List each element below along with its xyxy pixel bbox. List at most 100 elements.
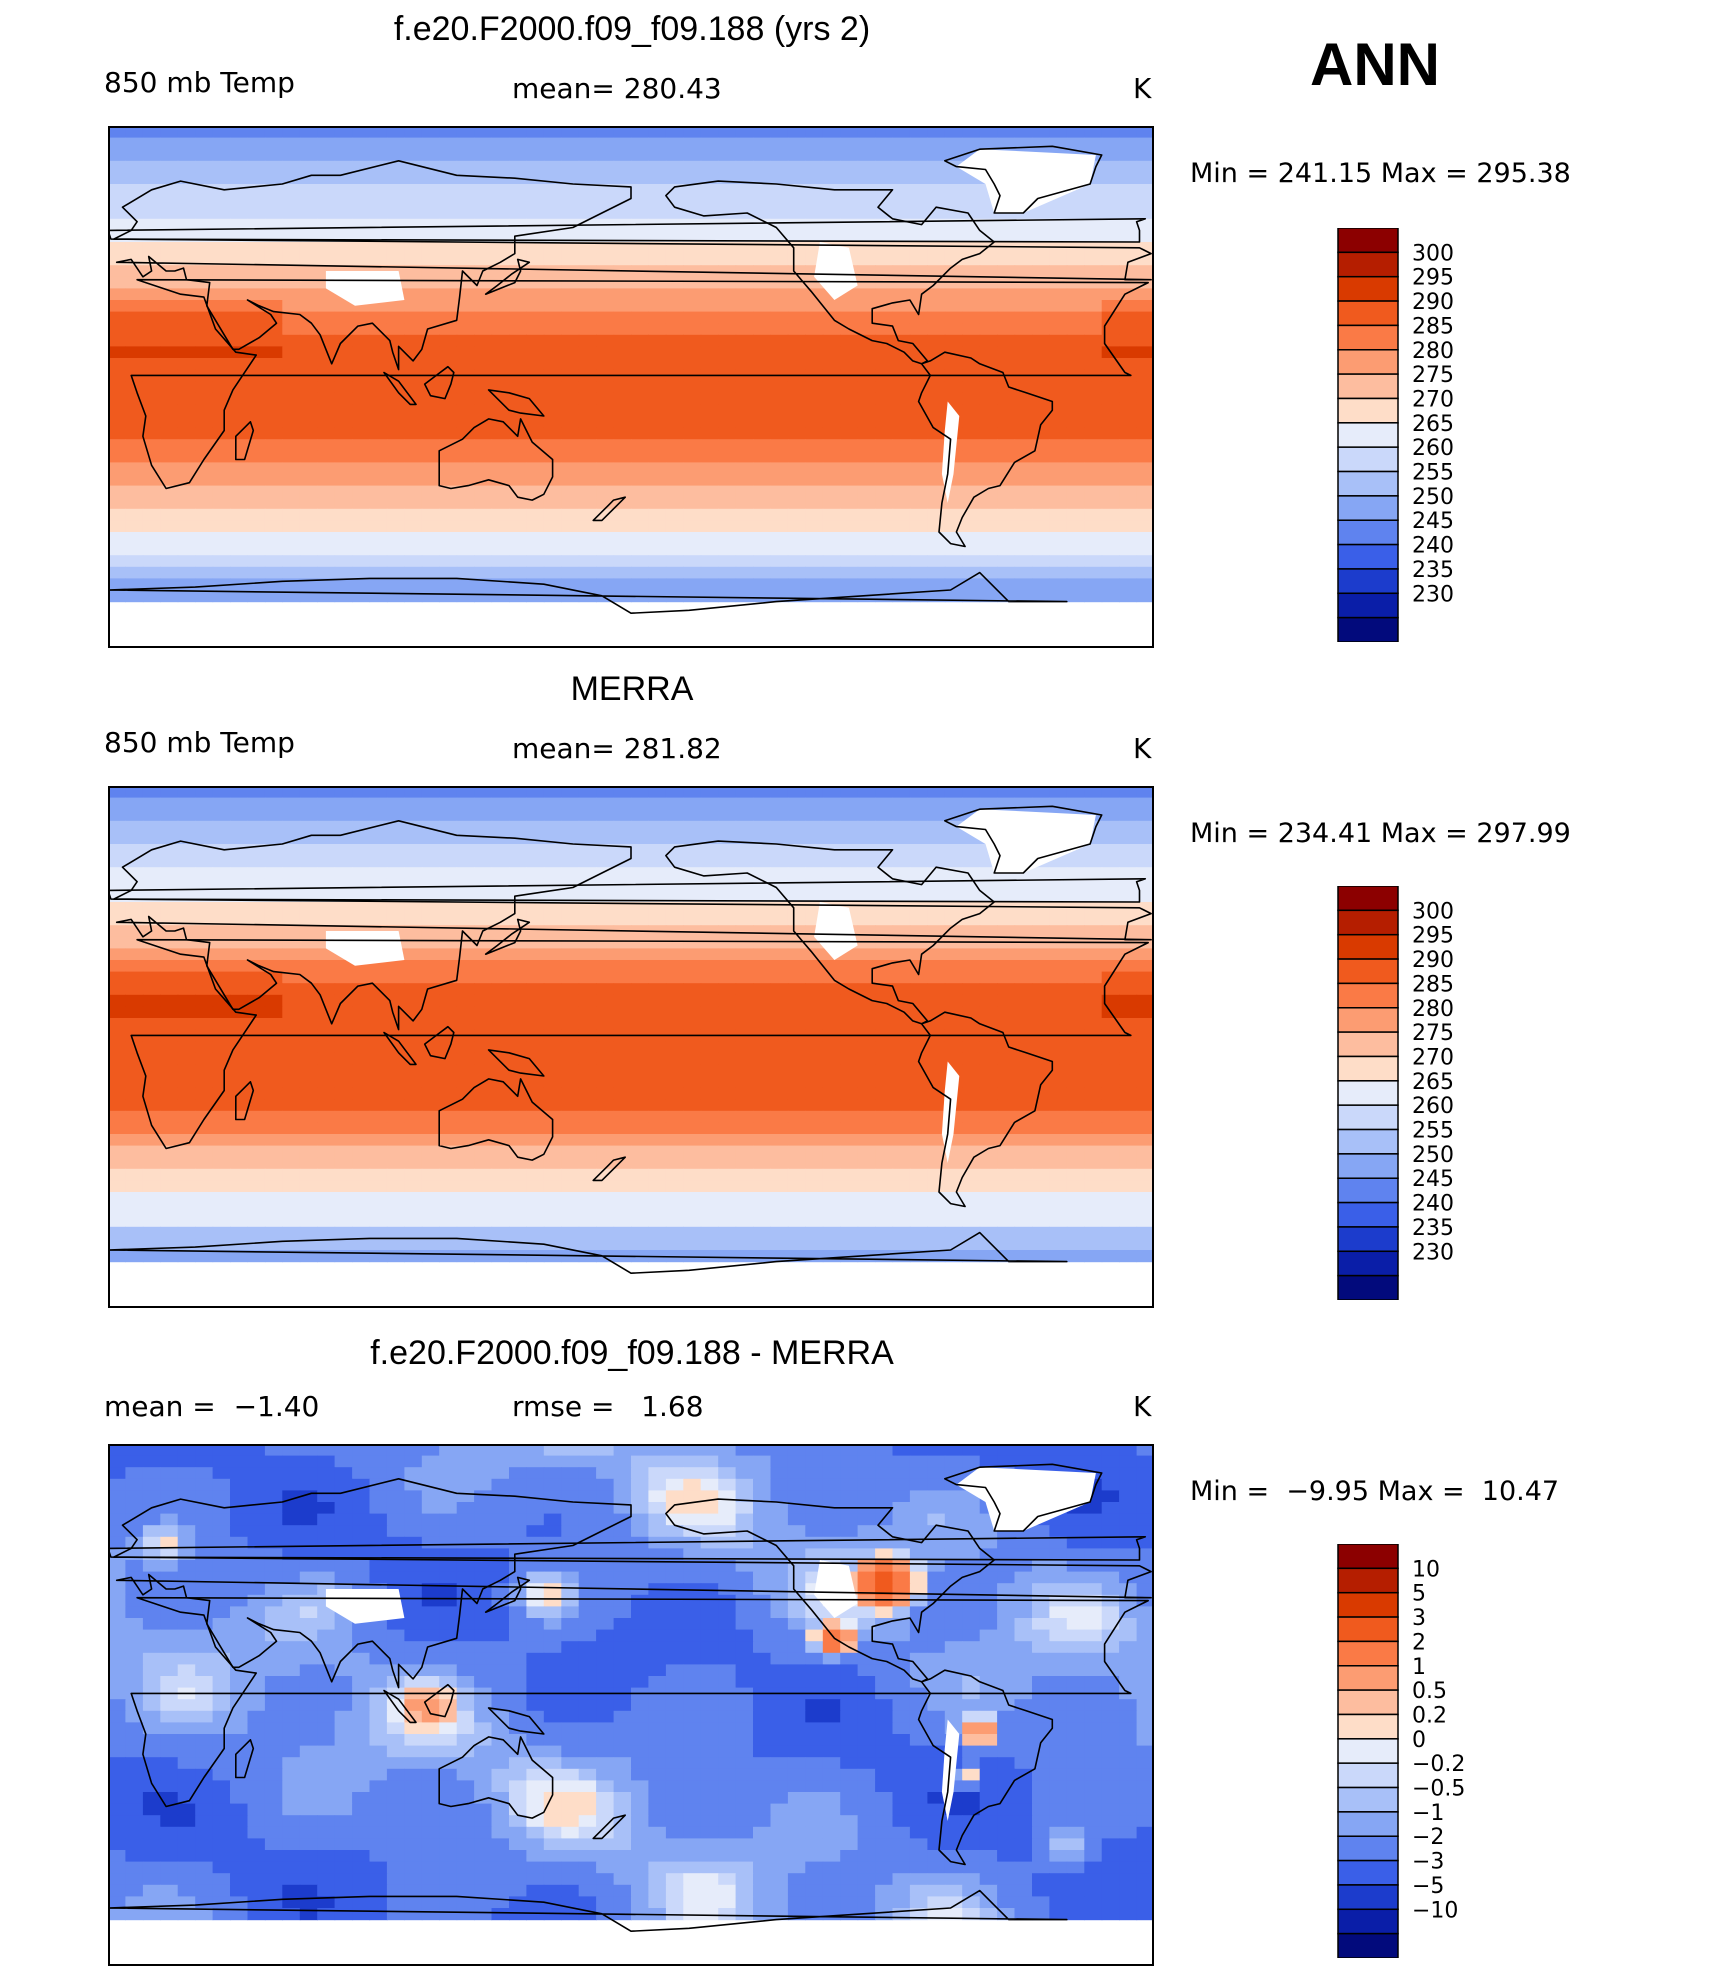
colorbar-swatch — [1338, 1130, 1398, 1154]
units-label: K — [1133, 732, 1151, 765]
minmax-label: Min = 234.41 Max = 297.99 — [1190, 818, 1571, 849]
colorbar-swatch — [1338, 1276, 1398, 1300]
panel-title: MERRA — [108, 670, 1156, 709]
colorbar-swatch — [1338, 1934, 1398, 1958]
colorbar-tick-label: 235 — [1412, 558, 1454, 583]
colorbar-swatch — [1338, 1178, 1398, 1202]
colorbar-tick-label: 270 — [1412, 387, 1454, 412]
colorbar-swatch — [1338, 1690, 1398, 1714]
units-label: K — [1133, 72, 1151, 105]
colorbar-tick-label: −0.5 — [1412, 1777, 1465, 1802]
mean-label: mean = −1.40 — [104, 1390, 319, 1423]
colorbar-tick-label: 295 — [1412, 266, 1454, 291]
colorbar-swatch — [1338, 1763, 1398, 1787]
colorbar-tick-label: 275 — [1412, 363, 1454, 388]
colorbar-tick-label: 0.5 — [1412, 1679, 1447, 1704]
colorbar-swatch — [1338, 423, 1398, 447]
colorbar-tick-label: 240 — [1412, 1192, 1454, 1217]
variable-label: 850 mb Temp — [104, 726, 295, 759]
colorbar-tick-label: 5 — [1412, 1582, 1426, 1607]
colorbar-tick-label: 250 — [1412, 485, 1454, 510]
colorbar-swatch — [1338, 1203, 1398, 1227]
colorbar-tick-label: 285 — [1412, 314, 1454, 339]
colorbar-tick-label: 2 — [1412, 1630, 1426, 1655]
colorbar-swatch — [1338, 983, 1398, 1007]
colorbar-swatch — [1338, 472, 1398, 496]
colorbar-swatch — [1338, 520, 1398, 544]
colorbar-tick-label: 265 — [1412, 412, 1454, 437]
difference-map — [108, 1444, 1154, 1966]
colorbar-swatch — [1338, 1032, 1398, 1056]
colorbar-tick-label: 245 — [1412, 509, 1454, 534]
colorbar-swatch — [1338, 1105, 1398, 1129]
minmax-label: Min = −9.95 Max = 10.47 — [1190, 1476, 1559, 1507]
colorbar-tick-label: 230 — [1412, 582, 1454, 607]
rmse-label: rmse = 1.68 — [512, 1390, 704, 1423]
colorbar-tick-label: 260 — [1412, 436, 1454, 461]
colorbar-swatch — [1338, 1861, 1398, 1885]
colorbar-swatch — [1338, 1714, 1398, 1738]
colorbar-swatch — [1338, 959, 1398, 983]
colorbar-swatch — [1338, 447, 1398, 471]
colorbar-tick-label: 250 — [1412, 1143, 1454, 1168]
colorbar-tick-label: 265 — [1412, 1070, 1454, 1095]
colorbar: 3002952902852802752702652602552502452402… — [1320, 886, 1480, 1300]
colorbar: 3002952902852802752702652602552502452402… — [1320, 228, 1480, 642]
colorbar-swatch — [1338, 252, 1398, 276]
colorbar-swatch — [1338, 593, 1398, 617]
colorbar-swatch — [1338, 1593, 1398, 1617]
colorbar-tick-label: 260 — [1412, 1094, 1454, 1119]
temperature-map — [108, 126, 1154, 648]
colorbar-swatch — [1338, 398, 1398, 422]
panel-title: f.e20.F2000.f09_f09.188 - MERRA — [108, 1334, 1156, 1373]
colorbar-tick-label: 280 — [1412, 339, 1454, 364]
colorbar-tick-label: 230 — [1412, 1240, 1454, 1265]
colorbar-tick-label: −10 — [1412, 1898, 1458, 1923]
colorbar-tick-label: 240 — [1412, 534, 1454, 559]
colorbar-tick-label: 255 — [1412, 461, 1454, 486]
colorbar-swatch — [1338, 1568, 1398, 1592]
colorbar-tick-label: 300 — [1412, 241, 1454, 266]
colorbar-tick-label: 235 — [1412, 1216, 1454, 1241]
colorbar-swatch — [1338, 935, 1398, 959]
colorbar-swatch — [1338, 545, 1398, 569]
colorbar-tick-label: 280 — [1412, 997, 1454, 1022]
colorbar-tick-label: 270 — [1412, 1045, 1454, 1070]
colorbar-swatch — [1338, 1739, 1398, 1763]
colorbar-swatch — [1338, 1081, 1398, 1105]
colorbar-tick-label: 275 — [1412, 1021, 1454, 1046]
colorbar-swatch — [1338, 1617, 1398, 1641]
colorbar-swatch — [1338, 1836, 1398, 1860]
colorbar-swatch — [1338, 1812, 1398, 1836]
colorbar-swatch — [1338, 1909, 1398, 1933]
colorbar-tick-label: −0.2 — [1412, 1752, 1465, 1777]
colorbar-swatch — [1338, 277, 1398, 301]
colorbar-tick-label: 0.2 — [1412, 1703, 1447, 1728]
colorbar-swatch — [1338, 1641, 1398, 1665]
colorbar-tick-label: 295 — [1412, 924, 1454, 949]
colorbar-swatch — [1338, 374, 1398, 398]
season-label: ANN — [1310, 30, 1440, 99]
colorbar-swatch — [1338, 301, 1398, 325]
units-label: K — [1133, 1390, 1151, 1423]
colorbar-swatch — [1338, 1251, 1398, 1275]
mean-label: mean= 280.43 — [512, 72, 722, 105]
colorbar-tick-label: 245 — [1412, 1167, 1454, 1192]
colorbar-swatch — [1338, 1788, 1398, 1812]
minmax-label: Min = 241.15 Max = 295.38 — [1190, 158, 1571, 189]
colorbar-tick-label: 10 — [1412, 1557, 1440, 1582]
colorbar-swatch — [1338, 569, 1398, 593]
colorbar-swatch — [1338, 325, 1398, 349]
colorbar-swatch — [1338, 1885, 1398, 1909]
colorbar-swatch — [1338, 1154, 1398, 1178]
colorbar-tick-label: 3 — [1412, 1606, 1426, 1631]
colorbar-swatch — [1338, 496, 1398, 520]
colorbar-tick-label: 255 — [1412, 1119, 1454, 1144]
colorbar-swatch — [1338, 1666, 1398, 1690]
colorbar-swatch — [1338, 228, 1398, 252]
colorbar-swatch — [1338, 1227, 1398, 1251]
temperature-map — [108, 786, 1154, 1308]
colorbar-swatch — [1338, 1056, 1398, 1080]
colorbar-swatch — [1338, 618, 1398, 642]
